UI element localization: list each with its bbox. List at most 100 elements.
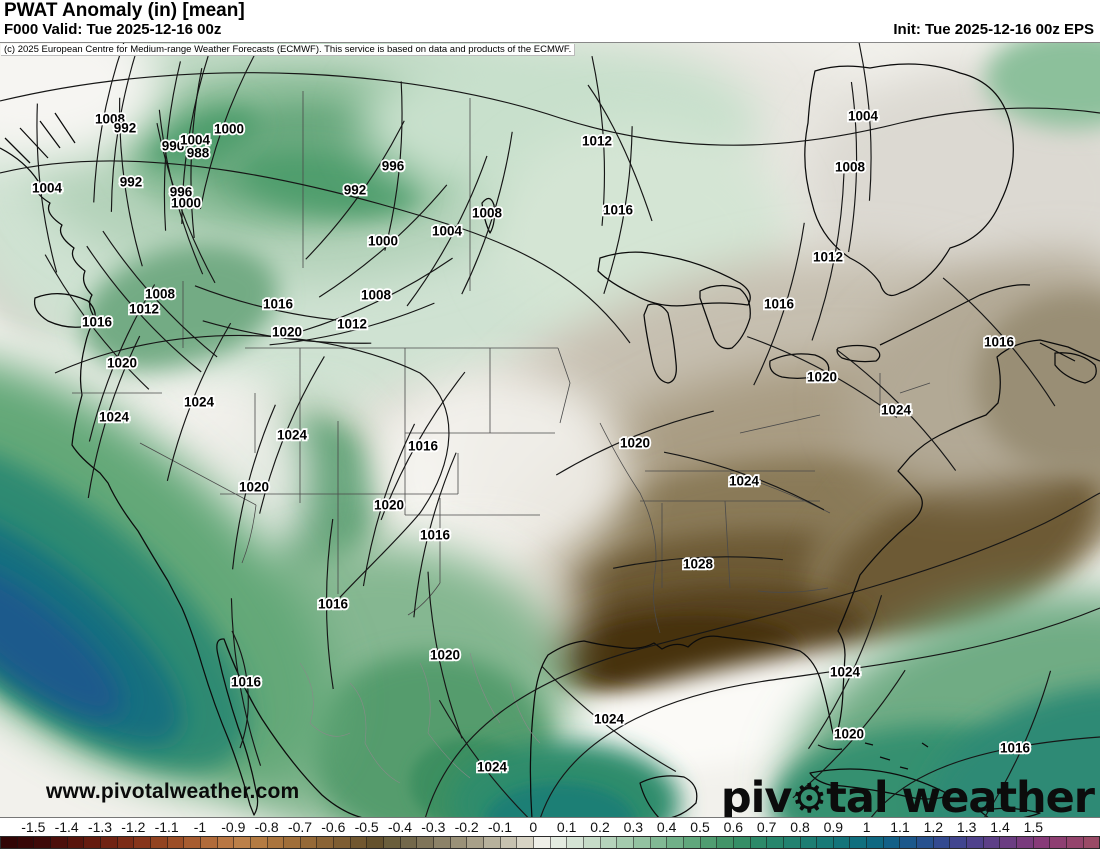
contour-line xyxy=(380,371,466,521)
colorbar-cell xyxy=(733,837,751,848)
brand-text-post: tal weather xyxy=(826,773,1095,818)
shading-region xyxy=(985,43,1100,128)
brand-watermark: piv⚙tal weather xyxy=(720,773,1095,818)
colorbar-tick: -0.5 xyxy=(354,819,379,835)
copyright-notice: (c) 2025 European Centre for Medium-rang… xyxy=(1,44,576,56)
colorbar-tick: -0.6 xyxy=(321,819,346,835)
colorbar-cell xyxy=(917,837,934,848)
contour-line xyxy=(792,669,906,799)
watermark-url: www.pivotalweather.com xyxy=(46,780,300,803)
pacific-coastline xyxy=(0,147,362,817)
colorbar-cell xyxy=(234,837,251,848)
contour-label: 1016 xyxy=(764,297,795,312)
colorbar-cell xyxy=(550,837,568,848)
contour-label: 988 xyxy=(187,146,210,161)
contour-label: 1020 xyxy=(272,325,302,340)
contour-label: 1016 xyxy=(82,315,113,330)
colorbar-cell xyxy=(783,837,801,848)
contour-line xyxy=(86,245,202,373)
colorbar-cell xyxy=(134,837,151,848)
colorbar-cell xyxy=(600,837,618,848)
pressure-contour-arcs xyxy=(0,72,1100,817)
contour-label: 1024 xyxy=(729,474,760,489)
colorbar-cell xyxy=(417,837,435,848)
contour-line xyxy=(102,230,218,358)
colorbar-cell xyxy=(983,837,1001,848)
colorbar-tick: 0.5 xyxy=(690,819,710,835)
contour-line xyxy=(836,348,957,471)
colorbar-cell xyxy=(84,837,101,848)
lake-superior xyxy=(597,251,751,307)
contour-label: 1024 xyxy=(830,665,861,680)
colorbar-cell xyxy=(1033,837,1051,848)
contour-line xyxy=(384,81,403,251)
contour-label: 1020 xyxy=(807,370,837,385)
shading-region xyxy=(370,373,630,573)
colorbar-tick: -1.2 xyxy=(121,819,146,835)
contour-line xyxy=(259,356,325,514)
colorbar-cell xyxy=(34,837,51,848)
colorbar-cell xyxy=(800,837,818,848)
contour-label: 1000 xyxy=(171,196,201,211)
contour-label: 1016 xyxy=(408,439,439,454)
anomaly-shading xyxy=(0,43,1100,817)
colorbar-cell xyxy=(267,837,285,848)
contour-label: 1008 xyxy=(835,160,866,175)
contour-line xyxy=(88,284,156,442)
contour-label: 1008 xyxy=(361,288,392,303)
colorbar-tick: 0.8 xyxy=(790,819,810,835)
contour-line xyxy=(156,122,216,284)
colorbar-cell xyxy=(284,837,301,848)
colorbar-cell xyxy=(700,837,718,848)
contour-line xyxy=(603,126,633,294)
colorbar-cell xyxy=(250,837,268,848)
contour-label: 1020 xyxy=(834,727,864,742)
colorbar-cell xyxy=(933,837,951,848)
colorbar-tick: 0.1 xyxy=(556,819,577,835)
map-svg: 1008992996100498810009929961000996992100… xyxy=(0,43,1100,817)
contour-label: 1016 xyxy=(420,528,451,543)
colorbar-cell xyxy=(50,837,68,848)
contour-line xyxy=(406,155,488,307)
bahamas xyxy=(864,742,929,770)
geography xyxy=(0,63,1100,817)
colorbar-cell xyxy=(200,837,218,848)
contour-label: 1016 xyxy=(263,297,294,312)
lake-ontario xyxy=(836,344,881,363)
shading-region xyxy=(485,783,635,817)
contour-label: 1008 xyxy=(145,287,176,302)
contour-label: 992 xyxy=(344,183,367,198)
province-borders xyxy=(302,91,471,291)
contour-label: 1020 xyxy=(430,648,460,663)
contour-line xyxy=(269,302,435,346)
shading-region xyxy=(924,684,1100,817)
contour-label: 1000 xyxy=(368,234,398,249)
valid-time: F000 Valid: Tue 2025-12-16 00z xyxy=(4,21,222,38)
map-canvas: 1008 992 996 1004 988 1000 992 996 1000 996 992 100… xyxy=(0,42,1100,818)
contour-label: 992 xyxy=(120,175,143,190)
colorbar-tick: -0.1 xyxy=(487,819,513,835)
colorbar-cell xyxy=(150,837,168,848)
contour-line xyxy=(87,335,141,499)
contour-line xyxy=(166,322,232,482)
colorbar-tick: -0.8 xyxy=(254,819,279,835)
colorbar-cell xyxy=(583,837,601,848)
colorbar-tick: -0.2 xyxy=(454,819,479,835)
colorbar-cell xyxy=(967,837,984,848)
shading-region xyxy=(82,244,278,372)
colorbar-cell xyxy=(334,837,351,848)
colorbar-cell xyxy=(517,837,534,848)
shading-region xyxy=(975,293,1100,473)
contour-label: 1024 xyxy=(99,410,130,425)
contour-label: 1024 xyxy=(594,712,625,727)
colorbar-tick: 1.2 xyxy=(923,819,944,835)
colorbar-cell xyxy=(567,837,584,848)
st-lawrence-river xyxy=(879,284,1031,346)
florida-keys xyxy=(817,744,843,751)
colorbar-tick: -0.7 xyxy=(287,819,313,835)
brand-text-pre: piv xyxy=(720,773,793,818)
colorbar-tick: 0.4 xyxy=(656,819,677,835)
colorbar-cell xyxy=(534,837,551,848)
contour-label: 1020 xyxy=(239,480,269,495)
